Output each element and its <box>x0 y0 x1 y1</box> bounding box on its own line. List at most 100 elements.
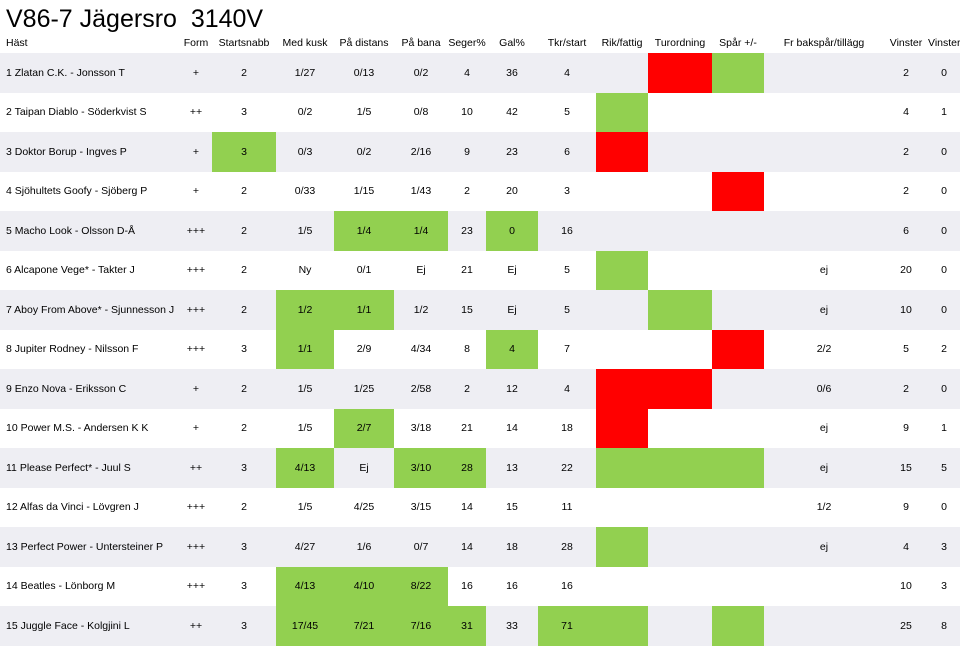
table-cell: 13 <box>486 448 538 488</box>
column-header-turordning: Turordning <box>654 37 706 49</box>
table-cell: 16 <box>448 566 486 606</box>
table-cell: 2 <box>212 171 276 211</box>
column-header-form: Form <box>183 37 209 49</box>
table-cell: + <box>180 53 212 93</box>
table-cell <box>596 527 648 567</box>
table-cell: 10 <box>884 290 928 330</box>
table-cell: 5 <box>884 329 928 369</box>
table-cell: +++ <box>180 290 212 330</box>
table-cell: ++ <box>180 448 212 488</box>
table-cell: 1/1 <box>276 329 334 369</box>
table-cell: 1/15 <box>334 171 394 211</box>
table-row: 13 Perfect Power - Untersteiner P +++ 3 4/2… <box>0 527 960 567</box>
table-cell: 4 <box>884 527 928 567</box>
table-cell: 21 <box>448 250 486 290</box>
table-cell <box>596 132 648 172</box>
table-cell: 0/7 <box>394 527 448 567</box>
table-cell: 3 <box>212 132 276 172</box>
horse-name-cell: 12 Alfas da Vinci - Lövgren J <box>0 487 180 527</box>
table-cell: +++ <box>180 250 212 290</box>
table-cell: 3/10 <box>394 448 448 488</box>
table-cell: 0/2 <box>276 92 334 132</box>
horse-name-cell: 4 Sjöhultets Goofy - Sjöberg P <box>0 171 180 211</box>
table-cell: 4/27 <box>276 527 334 567</box>
table-cell: 2/58 <box>394 369 448 409</box>
table-cell: 3 <box>212 92 276 132</box>
table-cell <box>596 369 648 409</box>
table-cell <box>712 606 764 646</box>
table-cell: 3 <box>928 527 960 567</box>
table-cell: 3 <box>212 329 276 369</box>
table-cell: 1/5 <box>276 211 334 251</box>
table-cell: 2 <box>884 53 928 93</box>
horse-name-cell: 6 Alcapone Vege* - Takter J <box>0 250 180 290</box>
table-cell <box>648 250 712 290</box>
table-cell: 25 <box>884 606 928 646</box>
table-cell <box>712 527 764 567</box>
table-cell: 1/5 <box>276 487 334 527</box>
table-cell: 4 <box>486 329 538 369</box>
horse-name-cell: 13 Perfect Power - Untersteiner P <box>0 527 180 567</box>
table-cell: 2 <box>448 369 486 409</box>
column-header-pa-distans: På distans <box>339 37 389 49</box>
table-cell <box>648 132 712 172</box>
table-cell <box>648 408 712 448</box>
table-cell: 21 <box>448 408 486 448</box>
table-cell: 8 <box>928 606 960 646</box>
table-row: 10 Power M.S. - Andersen K K +2 1/5 2/7 3/18… <box>0 408 960 448</box>
table-cell: 7/16 <box>394 606 448 646</box>
horse-name-cell: 11 Please Perfect* - Juul S <box>0 448 180 488</box>
table-cell <box>764 606 884 646</box>
column-header-startsnabb: Startsnabb <box>218 37 270 49</box>
table-cell: 2 <box>212 290 276 330</box>
table-cell: + <box>180 171 212 211</box>
table-cell: 9 <box>448 132 486 172</box>
table-cell: 4/25 <box>334 487 394 527</box>
horse-stats-table: Häst Form Startsnabb Med kusk På distans… <box>0 33 960 646</box>
table-cell <box>764 92 884 132</box>
table-cell: 2/16 <box>394 132 448 172</box>
table-cell: 10 <box>448 92 486 132</box>
table-cell: 36 <box>486 53 538 93</box>
table-row: 15 Juggle Face - Kolgjini L ++ 3 17/45 7/21 7… <box>0 606 960 646</box>
table-cell: Ej <box>394 250 448 290</box>
table-cell: 5 <box>538 250 596 290</box>
table-cell: 5 <box>538 290 596 330</box>
table-cell: 5 <box>538 92 596 132</box>
table-cell: 1/5 <box>276 369 334 409</box>
table-cell: 2 <box>212 211 276 251</box>
table-row: 4 Sjöhultets Goofy - Sjöberg P +2 0/33 1/15… <box>0 171 960 211</box>
column-header-pa-bana: På bana <box>401 37 441 49</box>
table-cell: 16 <box>538 566 596 606</box>
table-cell: 17/45 <box>276 606 334 646</box>
table-cell: 1/2 <box>764 487 884 527</box>
table-cell: Ej <box>486 290 538 330</box>
table-cell <box>596 290 648 330</box>
table-cell <box>648 606 712 646</box>
column-header-med-kusk: Med kusk <box>282 37 328 49</box>
table-cell: 33 <box>486 606 538 646</box>
table-cell: 0/33 <box>276 171 334 211</box>
table-row: 5 Macho Look - Olsson D-Å +++ 2 1/5 1/4 1/4 23… <box>0 211 960 251</box>
page-title: V86-7 Jägersro 3140V <box>6 5 264 33</box>
table-cell <box>648 171 712 211</box>
table-row: 14 Beatles - Lönborg M +++ 3 4/13 4/10 8/22 16… <box>0 566 960 606</box>
table-cell: 0 <box>928 171 960 211</box>
table-row: 1 Zlatan C.K. - Jonsson T +2 1/27 0/13 0/2 4 3… <box>0 53 960 93</box>
table-cell <box>648 53 712 93</box>
table-cell: 1 <box>928 408 960 448</box>
table-cell: +++ <box>180 487 212 527</box>
table-cell: 2/9 <box>334 329 394 369</box>
horse-name-cell: 3 Doktor Borup - Ingves P <box>0 132 180 172</box>
horse-name-cell: 8 Jupiter Rodney - Nilsson F <box>0 329 180 369</box>
table-cell: +++ <box>180 527 212 567</box>
table-cell: 15 <box>486 487 538 527</box>
table-cell: 3 <box>538 171 596 211</box>
table-row: 3 Doktor Borup - Ingves P +3 0/3 0/2 2/16 9 23… <box>0 132 960 172</box>
table-cell: 1/2 <box>394 290 448 330</box>
horse-name-cell: 1 Zlatan C.K. - Jonsson T <box>0 53 180 93</box>
table-cell: 0 <box>928 132 960 172</box>
table-cell: 0 <box>928 211 960 251</box>
table-cell: 4/13 <box>276 566 334 606</box>
table-cell <box>596 408 648 448</box>
